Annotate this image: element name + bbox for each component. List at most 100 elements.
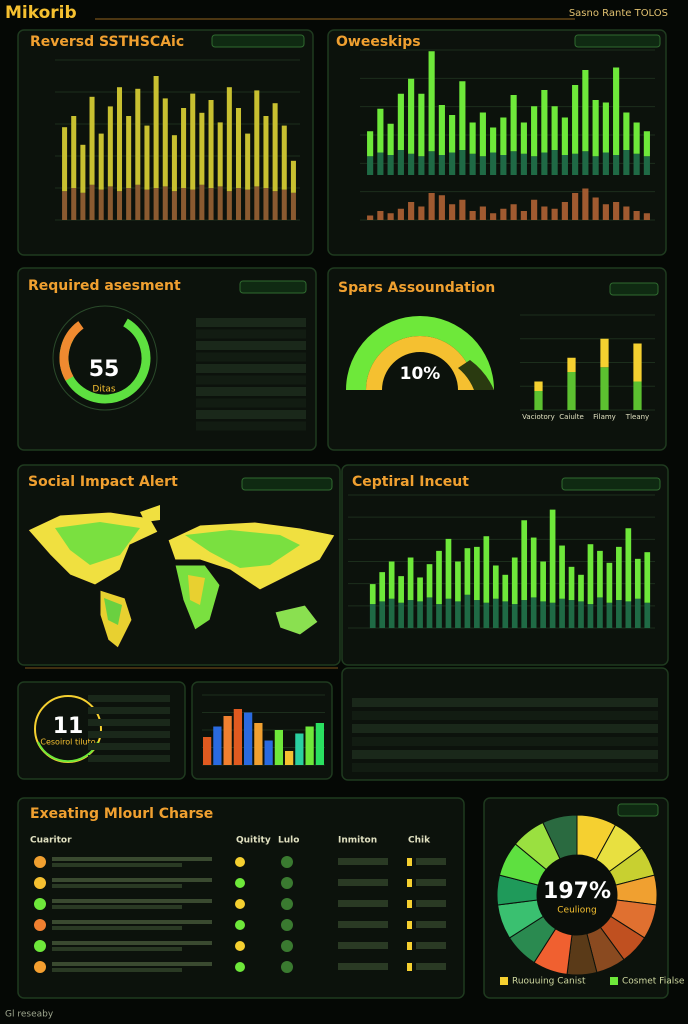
bar xyxy=(572,85,579,154)
bar xyxy=(541,206,548,220)
bar xyxy=(217,122,223,187)
row-icon xyxy=(34,961,46,973)
bar xyxy=(540,601,546,628)
bar xyxy=(469,211,476,220)
bar xyxy=(530,597,537,628)
toolbar[interactable] xyxy=(239,280,307,294)
toolbar[interactable] xyxy=(211,34,305,48)
bar xyxy=(417,577,423,602)
bar xyxy=(602,152,609,175)
bar xyxy=(428,51,435,152)
bar xyxy=(377,152,384,175)
bar xyxy=(634,598,641,628)
bar xyxy=(398,576,404,603)
bar xyxy=(369,584,376,605)
table-row xyxy=(352,737,658,746)
bar xyxy=(500,208,507,220)
table-row xyxy=(352,711,658,720)
list-row xyxy=(88,707,170,714)
gauge-rest xyxy=(458,360,494,390)
bar xyxy=(587,604,594,628)
bar xyxy=(281,189,287,220)
table-header: Chik xyxy=(408,836,431,846)
bar xyxy=(602,204,609,220)
bar xyxy=(89,96,95,185)
row-text xyxy=(416,963,446,970)
row-text xyxy=(52,962,212,966)
row-icon xyxy=(407,921,412,929)
row-icon xyxy=(281,919,293,931)
bar xyxy=(469,122,476,154)
list-row xyxy=(88,755,170,762)
bar xyxy=(254,186,260,220)
bar xyxy=(613,155,620,175)
row-icon xyxy=(34,856,46,868)
bar xyxy=(315,723,324,765)
bar xyxy=(418,206,425,220)
bar xyxy=(398,602,404,628)
bar xyxy=(643,156,650,175)
bar xyxy=(520,211,527,220)
row-text xyxy=(52,941,212,945)
donut-label: Ditas xyxy=(92,385,115,395)
panel-title: Reversd SSTHSCAic xyxy=(30,34,184,50)
toolbar[interactable] xyxy=(617,803,659,817)
bar xyxy=(263,116,269,188)
bar xyxy=(602,102,609,153)
panel xyxy=(341,464,669,666)
bar xyxy=(80,144,86,193)
bar xyxy=(520,122,527,154)
bar xyxy=(592,197,599,220)
bar xyxy=(290,160,296,193)
bar xyxy=(534,391,543,410)
row-text xyxy=(416,858,446,865)
table-row xyxy=(352,750,658,759)
row-text xyxy=(338,858,388,865)
bar xyxy=(428,193,435,220)
table-row xyxy=(196,421,306,431)
bar xyxy=(541,90,548,153)
bar xyxy=(438,195,445,220)
bar xyxy=(483,536,490,603)
bar xyxy=(436,604,442,628)
kpi-label: Cesoirol tiluto xyxy=(40,738,95,747)
bar xyxy=(171,191,177,220)
toolbar[interactable] xyxy=(241,477,333,491)
bar xyxy=(510,151,517,175)
bar xyxy=(449,115,456,153)
bar xyxy=(633,381,642,410)
pie-label: Ceuliong xyxy=(557,906,596,916)
bar xyxy=(98,133,104,190)
row-icon xyxy=(34,898,46,910)
bar xyxy=(561,117,568,155)
bar xyxy=(541,152,548,175)
bar xyxy=(208,188,214,220)
bar xyxy=(272,191,278,220)
table-row xyxy=(196,387,306,396)
table-row xyxy=(196,398,306,408)
bar xyxy=(126,188,132,220)
bar xyxy=(644,552,651,603)
toolbar[interactable] xyxy=(561,477,661,491)
bar xyxy=(379,601,386,628)
bar xyxy=(459,150,466,175)
row-text xyxy=(52,878,212,882)
row-icon xyxy=(407,900,412,908)
bar xyxy=(208,100,214,188)
bar xyxy=(274,730,283,765)
toolbar[interactable] xyxy=(574,34,661,48)
x-tick-label: Caiulte xyxy=(559,413,584,421)
row-text xyxy=(52,947,182,951)
bar xyxy=(568,600,575,628)
toolbar[interactable] xyxy=(609,282,659,296)
bar xyxy=(582,70,589,152)
bar xyxy=(418,156,425,175)
table-row xyxy=(196,364,306,373)
bar xyxy=(633,122,640,154)
bar xyxy=(290,192,296,220)
footer: Gl reseaby xyxy=(5,1010,54,1020)
app-title: Mikorib xyxy=(5,3,77,23)
bar xyxy=(597,597,603,628)
bar xyxy=(521,600,528,628)
bar xyxy=(369,604,376,628)
